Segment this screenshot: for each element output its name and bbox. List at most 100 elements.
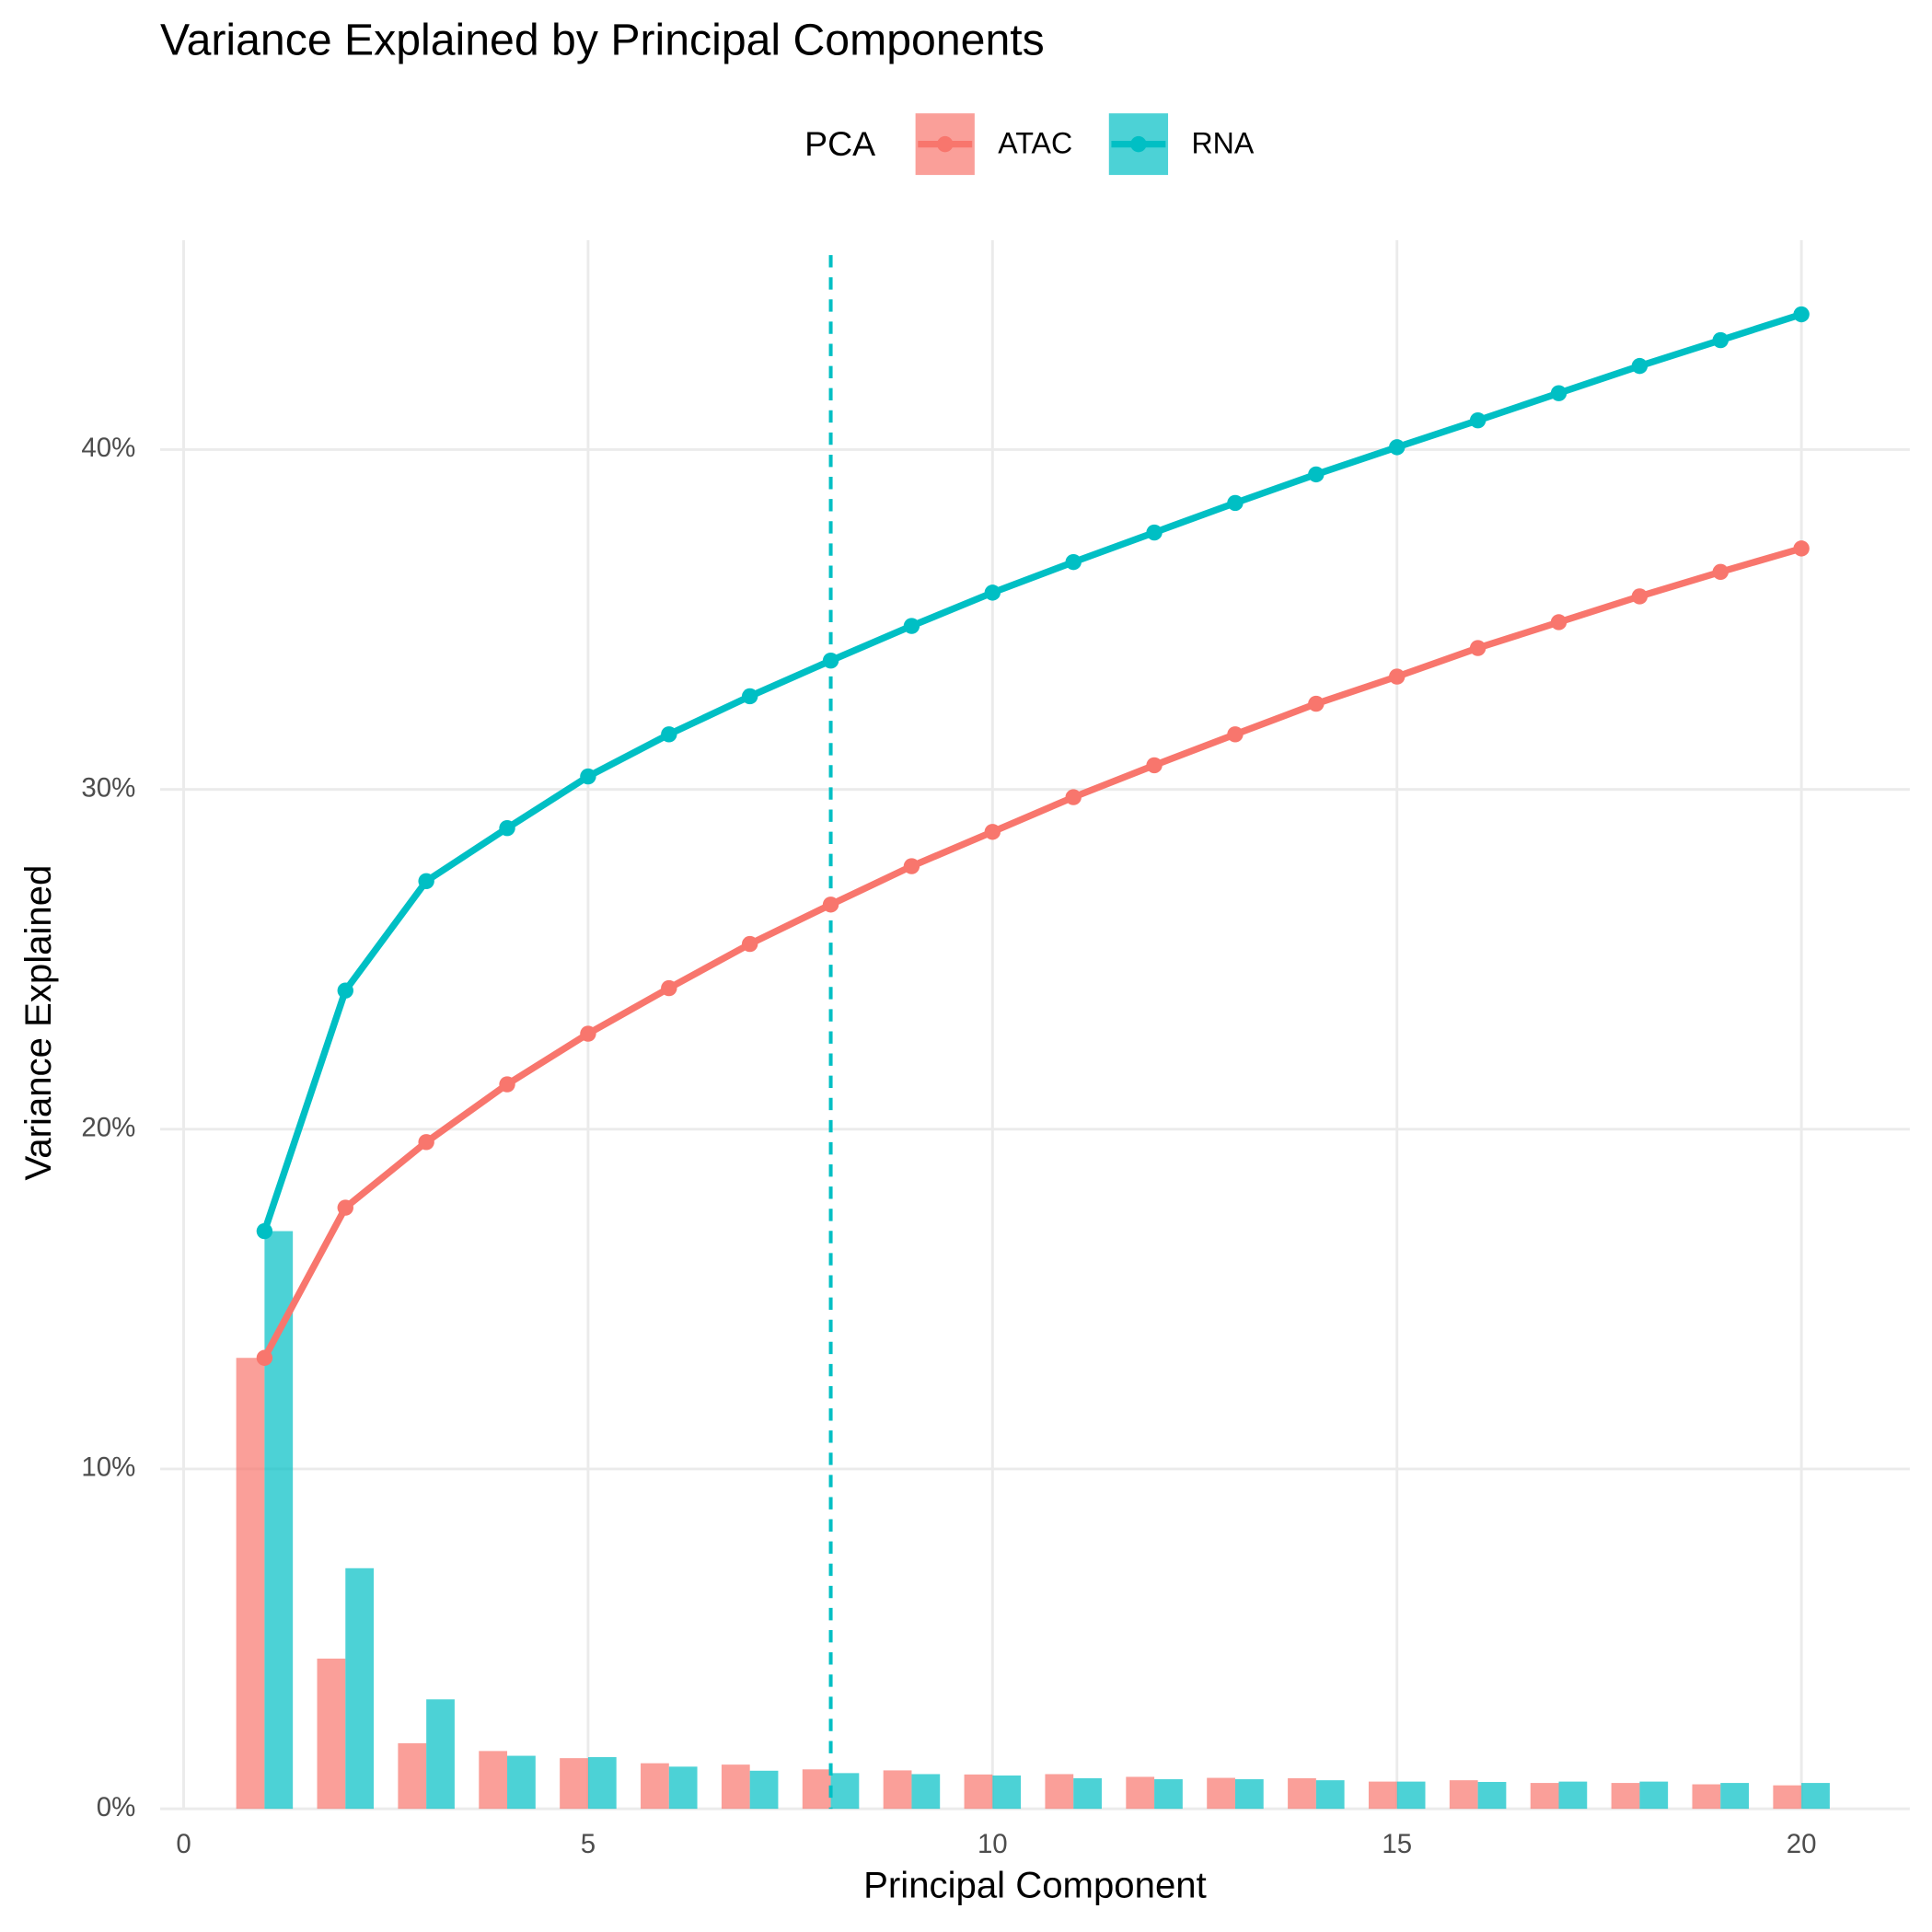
bar (1449, 1780, 1478, 1810)
line (260, 311, 1803, 1232)
legend-label: RNA (1191, 126, 1254, 159)
point (256, 1222, 273, 1240)
bar (721, 1764, 750, 1810)
point (1227, 726, 1244, 743)
point (1146, 757, 1163, 774)
bar (1368, 1781, 1397, 1810)
point (903, 858, 920, 874)
bar (911, 1774, 941, 1810)
bar (587, 1757, 617, 1810)
bar (1477, 1781, 1507, 1810)
point (1712, 331, 1729, 349)
bar (1126, 1776, 1155, 1810)
point (256, 1349, 273, 1366)
point (1389, 668, 1406, 685)
bar (1692, 1784, 1721, 1810)
bar (317, 1658, 346, 1810)
bar (1154, 1779, 1183, 1810)
point (1065, 553, 1082, 571)
bar (1611, 1783, 1640, 1810)
bar (345, 1568, 375, 1810)
point (822, 653, 839, 669)
point (1793, 540, 1810, 557)
point (1469, 411, 1487, 429)
point (1308, 695, 1325, 712)
point (1308, 466, 1325, 483)
bar (749, 1770, 779, 1810)
bar (992, 1775, 1022, 1810)
bar (1639, 1781, 1669, 1810)
y-tick-label: 0% (97, 1792, 136, 1822)
bar (1720, 1783, 1750, 1810)
point (1793, 306, 1810, 323)
line (261, 545, 1803, 1359)
bar (1396, 1781, 1426, 1810)
legend-key-point (1130, 135, 1147, 153)
bar (1234, 1779, 1264, 1810)
bar (802, 1769, 831, 1810)
y-tick-label: 30% (81, 772, 135, 803)
bar (1207, 1777, 1235, 1810)
x-tick-label: 10 (978, 1829, 1008, 1859)
legend-key-point (937, 135, 954, 153)
x-axis-title: Principal Component (863, 1864, 1207, 1905)
bar (479, 1751, 508, 1810)
x-tick-label: 15 (1382, 1829, 1412, 1859)
bar (398, 1742, 427, 1810)
chart-title: Variance Explained by Principal Componen… (160, 16, 1045, 65)
bar (883, 1770, 912, 1810)
y-tick-label: 40% (81, 433, 135, 463)
point (499, 1076, 515, 1093)
point (822, 897, 839, 913)
point (1389, 439, 1406, 456)
point (1712, 563, 1729, 581)
point (1631, 588, 1649, 605)
point (337, 1199, 353, 1216)
bar (1315, 1780, 1345, 1810)
legend-title: PCA (804, 124, 875, 163)
bar (668, 1766, 698, 1810)
bar (426, 1699, 455, 1810)
point (1550, 614, 1568, 631)
bar (641, 1763, 669, 1810)
bar (1773, 1785, 1802, 1810)
point (1227, 494, 1244, 512)
bar (830, 1773, 860, 1810)
point (499, 820, 515, 837)
bar (1558, 1781, 1588, 1810)
point (984, 824, 1001, 840)
bar (236, 1358, 265, 1810)
bar (1530, 1783, 1559, 1810)
bar (964, 1774, 993, 1810)
bar (1045, 1774, 1074, 1810)
marks (236, 255, 1830, 1810)
point (1550, 385, 1568, 401)
point (1065, 789, 1082, 805)
x-tick-label: 20 (1787, 1829, 1817, 1859)
point (1146, 524, 1163, 541)
point (661, 726, 677, 743)
bar (507, 1755, 536, 1810)
bar (1073, 1777, 1102, 1810)
y-tick-label: 20% (81, 1113, 135, 1143)
point (418, 1134, 434, 1151)
legend-label: ATAC (998, 126, 1072, 159)
point (903, 618, 920, 634)
point (741, 935, 758, 953)
point (741, 688, 758, 705)
y-axis-title: Variance Explained (17, 865, 59, 1181)
point (984, 584, 1001, 601)
point (661, 979, 677, 997)
bar (560, 1758, 588, 1810)
point (1469, 640, 1487, 656)
point (1631, 357, 1649, 375)
bar (1288, 1777, 1316, 1810)
x-tick-label: 0 (176, 1829, 191, 1859)
point (580, 768, 596, 785)
grid (160, 240, 1910, 1811)
y-tick-label: 10% (81, 1452, 135, 1483)
point (418, 873, 434, 889)
point (337, 982, 353, 999)
bar (1801, 1783, 1830, 1810)
